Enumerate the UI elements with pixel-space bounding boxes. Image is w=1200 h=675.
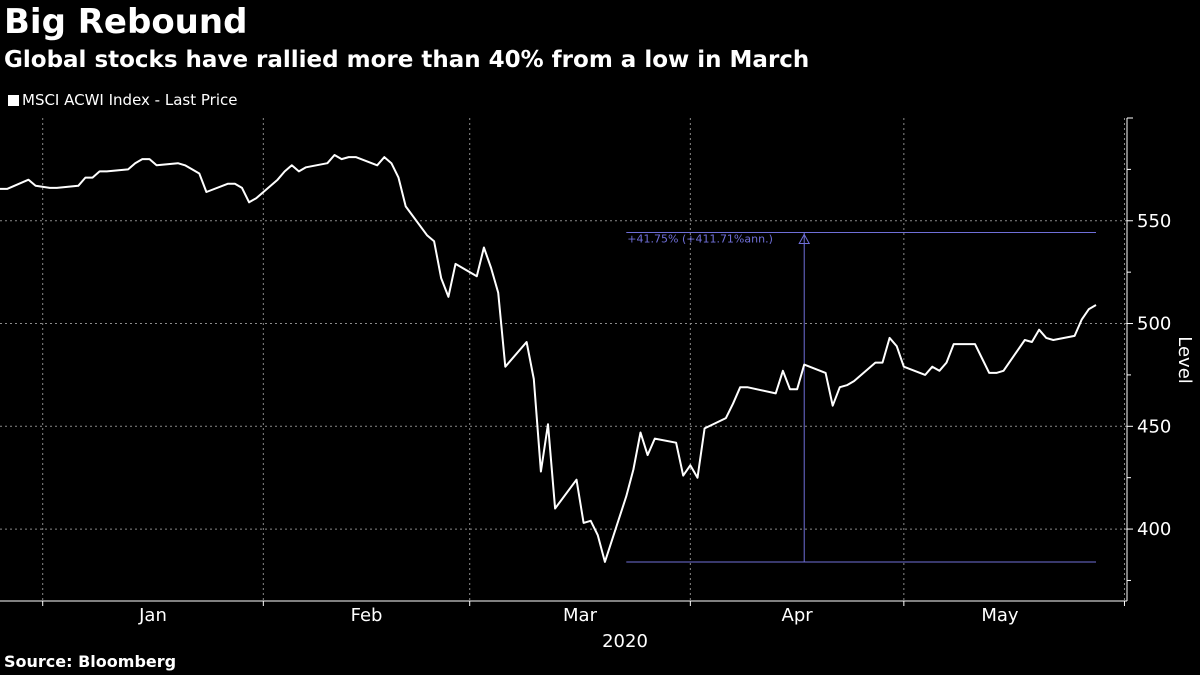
source-note: Source: Bloomberg (4, 652, 177, 671)
series-layer (0, 154, 1097, 563)
legend-swatch (8, 94, 19, 106)
x-tick-label: Jan (138, 605, 167, 626)
y-axis-title: Level (1174, 336, 1195, 384)
series-line-msci-acwi (0, 154, 1097, 563)
chart-title: Big Rebound (4, 2, 248, 42)
x-axis-title: 2020 (602, 631, 648, 652)
x-tick-label: Mar (563, 605, 598, 626)
annotation-layer: +41.75% (+411.71%ann.) (626, 231, 1096, 563)
x-tick-label: Feb (351, 605, 383, 626)
x-tick-label: Apr (782, 605, 814, 626)
legend: MSCI ACWI Index - Last Price (8, 90, 237, 110)
annotation-label: +41.75% (+411.71%ann.) (627, 232, 773, 245)
y-tick-label: 550 (1137, 211, 1171, 232)
x-tick-label: May (981, 605, 1019, 626)
annotation-marker (798, 233, 811, 244)
y-tick-label: 500 (1137, 314, 1171, 335)
axis-layer: 400 450 500 550 Jan Feb Mar Apr May 2020 Level (0, 117, 1195, 652)
y-tick-label: 400 (1137, 519, 1171, 540)
legend-label: MSCI ACWI Index - Last Price (22, 91, 238, 109)
y-tick-label: 450 (1137, 416, 1171, 437)
grid-layer (0, 118, 1127, 601)
chart-subtitle: Global stocks have rallied more than 40%… (4, 47, 810, 73)
